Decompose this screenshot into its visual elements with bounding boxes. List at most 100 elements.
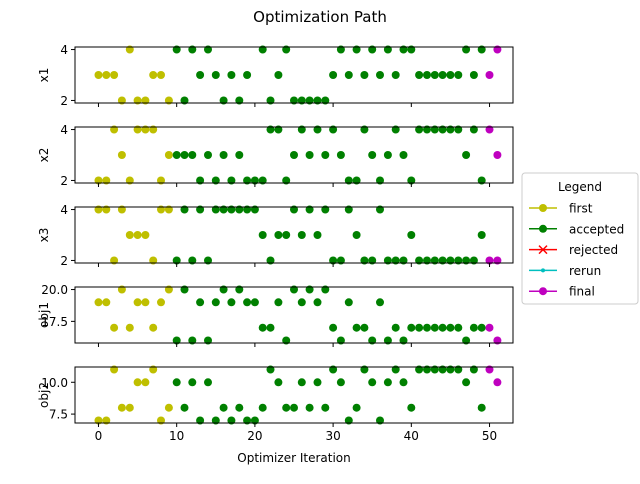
y-tick-label: 2 (60, 174, 68, 188)
point-accepted (438, 71, 447, 79)
point-accepted (329, 71, 338, 79)
point-first (164, 151, 173, 159)
legend-label: first (569, 202, 593, 216)
point-accepted (383, 151, 392, 159)
point-first (125, 403, 134, 412)
panel-obj2: 7.5 10.0 0 10 20 30 40 50 obj2 (37, 365, 514, 443)
point-accepted (274, 71, 283, 79)
point-accepted (336, 378, 345, 387)
point-first (110, 71, 119, 79)
point-accepted (282, 231, 291, 239)
point-accepted (352, 231, 361, 239)
point-first (133, 378, 142, 387)
point-accepted (219, 403, 228, 412)
y-axis-label: obj1 (37, 302, 51, 328)
point-accepted (297, 231, 306, 239)
point-accepted (477, 231, 486, 239)
point-accepted (188, 151, 197, 159)
point-final (485, 323, 494, 332)
legend-label: accepted (569, 222, 624, 236)
point-final (493, 378, 502, 387)
point-accepted (243, 298, 252, 307)
point-accepted (462, 151, 471, 159)
y-tick-label: 2 (60, 254, 68, 268)
point-accepted (235, 403, 244, 412)
point-first (164, 403, 173, 412)
y-tick-label: 7.5 (49, 408, 68, 422)
chart-title: Optimization Path (253, 8, 387, 26)
panel-x1: 2 4 x1 (37, 43, 514, 108)
point-accepted (266, 323, 275, 332)
point-accepted (321, 403, 330, 412)
point-accepted (274, 298, 283, 307)
point-first (157, 71, 165, 79)
point-first (94, 71, 103, 79)
point-first (149, 323, 158, 332)
point-accepted (391, 323, 400, 332)
point-first (117, 151, 126, 159)
x-tick-label: 10 (169, 429, 184, 443)
point-accepted (477, 403, 486, 412)
point-accepted (172, 151, 181, 159)
point-accepted (219, 151, 228, 159)
legend-marker (541, 268, 545, 273)
point-accepted (430, 323, 439, 332)
x-tick-label: 20 (247, 429, 262, 443)
point-accepted (227, 298, 236, 307)
x-tick-label: 40 (404, 429, 419, 443)
point-accepted (180, 403, 189, 412)
point-accepted (282, 403, 291, 412)
panel-background (75, 287, 513, 343)
legend-label: rerun (569, 264, 601, 278)
point-accepted (313, 298, 322, 307)
legend: Legend first accepted rejected rerun final (521, 172, 639, 305)
panel-frame (74, 126, 514, 184)
point-accepted (305, 403, 314, 412)
point-accepted (313, 378, 322, 387)
point-accepted (227, 71, 236, 79)
legend-entry-rerun: rerun (529, 264, 601, 278)
legend-title: Legend (558, 180, 602, 194)
point-accepted (305, 151, 314, 159)
point-accepted (360, 323, 369, 332)
legend-entry-final: final (529, 285, 595, 299)
legend-marker (539, 204, 547, 212)
legend-label: final (569, 285, 595, 299)
point-first (141, 231, 150, 239)
x-axis-label: Optimizer Iteration (237, 451, 350, 465)
y-axis-label: x2 (37, 148, 51, 163)
point-accepted (469, 323, 478, 332)
panel-background (75, 367, 513, 423)
panel-x2: 2 4 x2 (37, 123, 514, 188)
legend-label: rejected (569, 243, 618, 257)
point-accepted (399, 378, 408, 387)
point-accepted (376, 71, 384, 79)
y-tick-label: 10.0 (41, 376, 68, 390)
point-accepted (344, 71, 353, 79)
subplot-panels: 2 4 x1 2 4 x2 2 4 x3 17.5 20.0 obj1 7.5 10.0 0 10 20 30 40… (37, 43, 514, 443)
point-accepted (172, 378, 181, 387)
point-accepted (196, 71, 205, 79)
point-accepted (407, 231, 416, 239)
point-final (485, 71, 494, 79)
x-tick-label: 0 (95, 429, 103, 443)
point-accepted (297, 378, 306, 387)
point-accepted (446, 71, 455, 79)
panel-obj1: 17.5 20.0 obj1 (37, 283, 514, 347)
point-accepted (290, 403, 298, 412)
point-accepted (211, 298, 220, 307)
point-first (157, 298, 165, 307)
point-accepted (462, 378, 471, 387)
point-accepted (446, 323, 455, 332)
point-final (493, 151, 502, 159)
point-first (102, 298, 111, 307)
panel-frame (74, 286, 514, 344)
y-axis-label: obj2 (37, 382, 51, 408)
legend-entry-rejected: rejected (529, 243, 618, 257)
point-accepted (454, 71, 463, 79)
point-accepted (258, 231, 267, 239)
panel-frame (74, 46, 514, 104)
point-accepted (423, 323, 431, 332)
y-axis-label: x1 (37, 68, 51, 83)
